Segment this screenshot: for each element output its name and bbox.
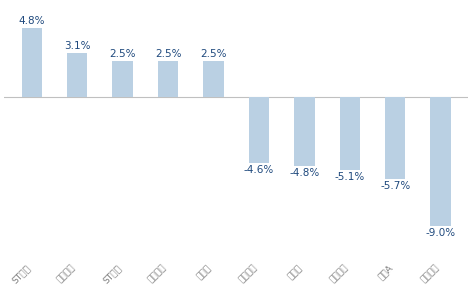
Text: -5.1%: -5.1% bbox=[335, 172, 365, 182]
Bar bbox=[158, 61, 178, 97]
Bar bbox=[22, 29, 42, 97]
Bar bbox=[430, 97, 451, 226]
Text: 3.1%: 3.1% bbox=[64, 41, 91, 51]
Bar bbox=[339, 97, 360, 170]
Bar bbox=[112, 61, 133, 97]
Text: -5.7%: -5.7% bbox=[380, 181, 410, 191]
Text: -4.8%: -4.8% bbox=[289, 168, 320, 178]
Text: 2.5%: 2.5% bbox=[155, 49, 181, 59]
Text: 2.5%: 2.5% bbox=[110, 49, 136, 59]
Text: 2.5%: 2.5% bbox=[200, 49, 227, 59]
Bar bbox=[203, 61, 224, 97]
Bar bbox=[385, 97, 405, 179]
Text: -9.0%: -9.0% bbox=[426, 228, 455, 238]
Bar bbox=[249, 97, 269, 163]
Text: -4.6%: -4.6% bbox=[244, 165, 274, 175]
Text: 4.8%: 4.8% bbox=[18, 16, 45, 26]
Bar bbox=[294, 97, 314, 166]
Bar bbox=[67, 53, 87, 97]
